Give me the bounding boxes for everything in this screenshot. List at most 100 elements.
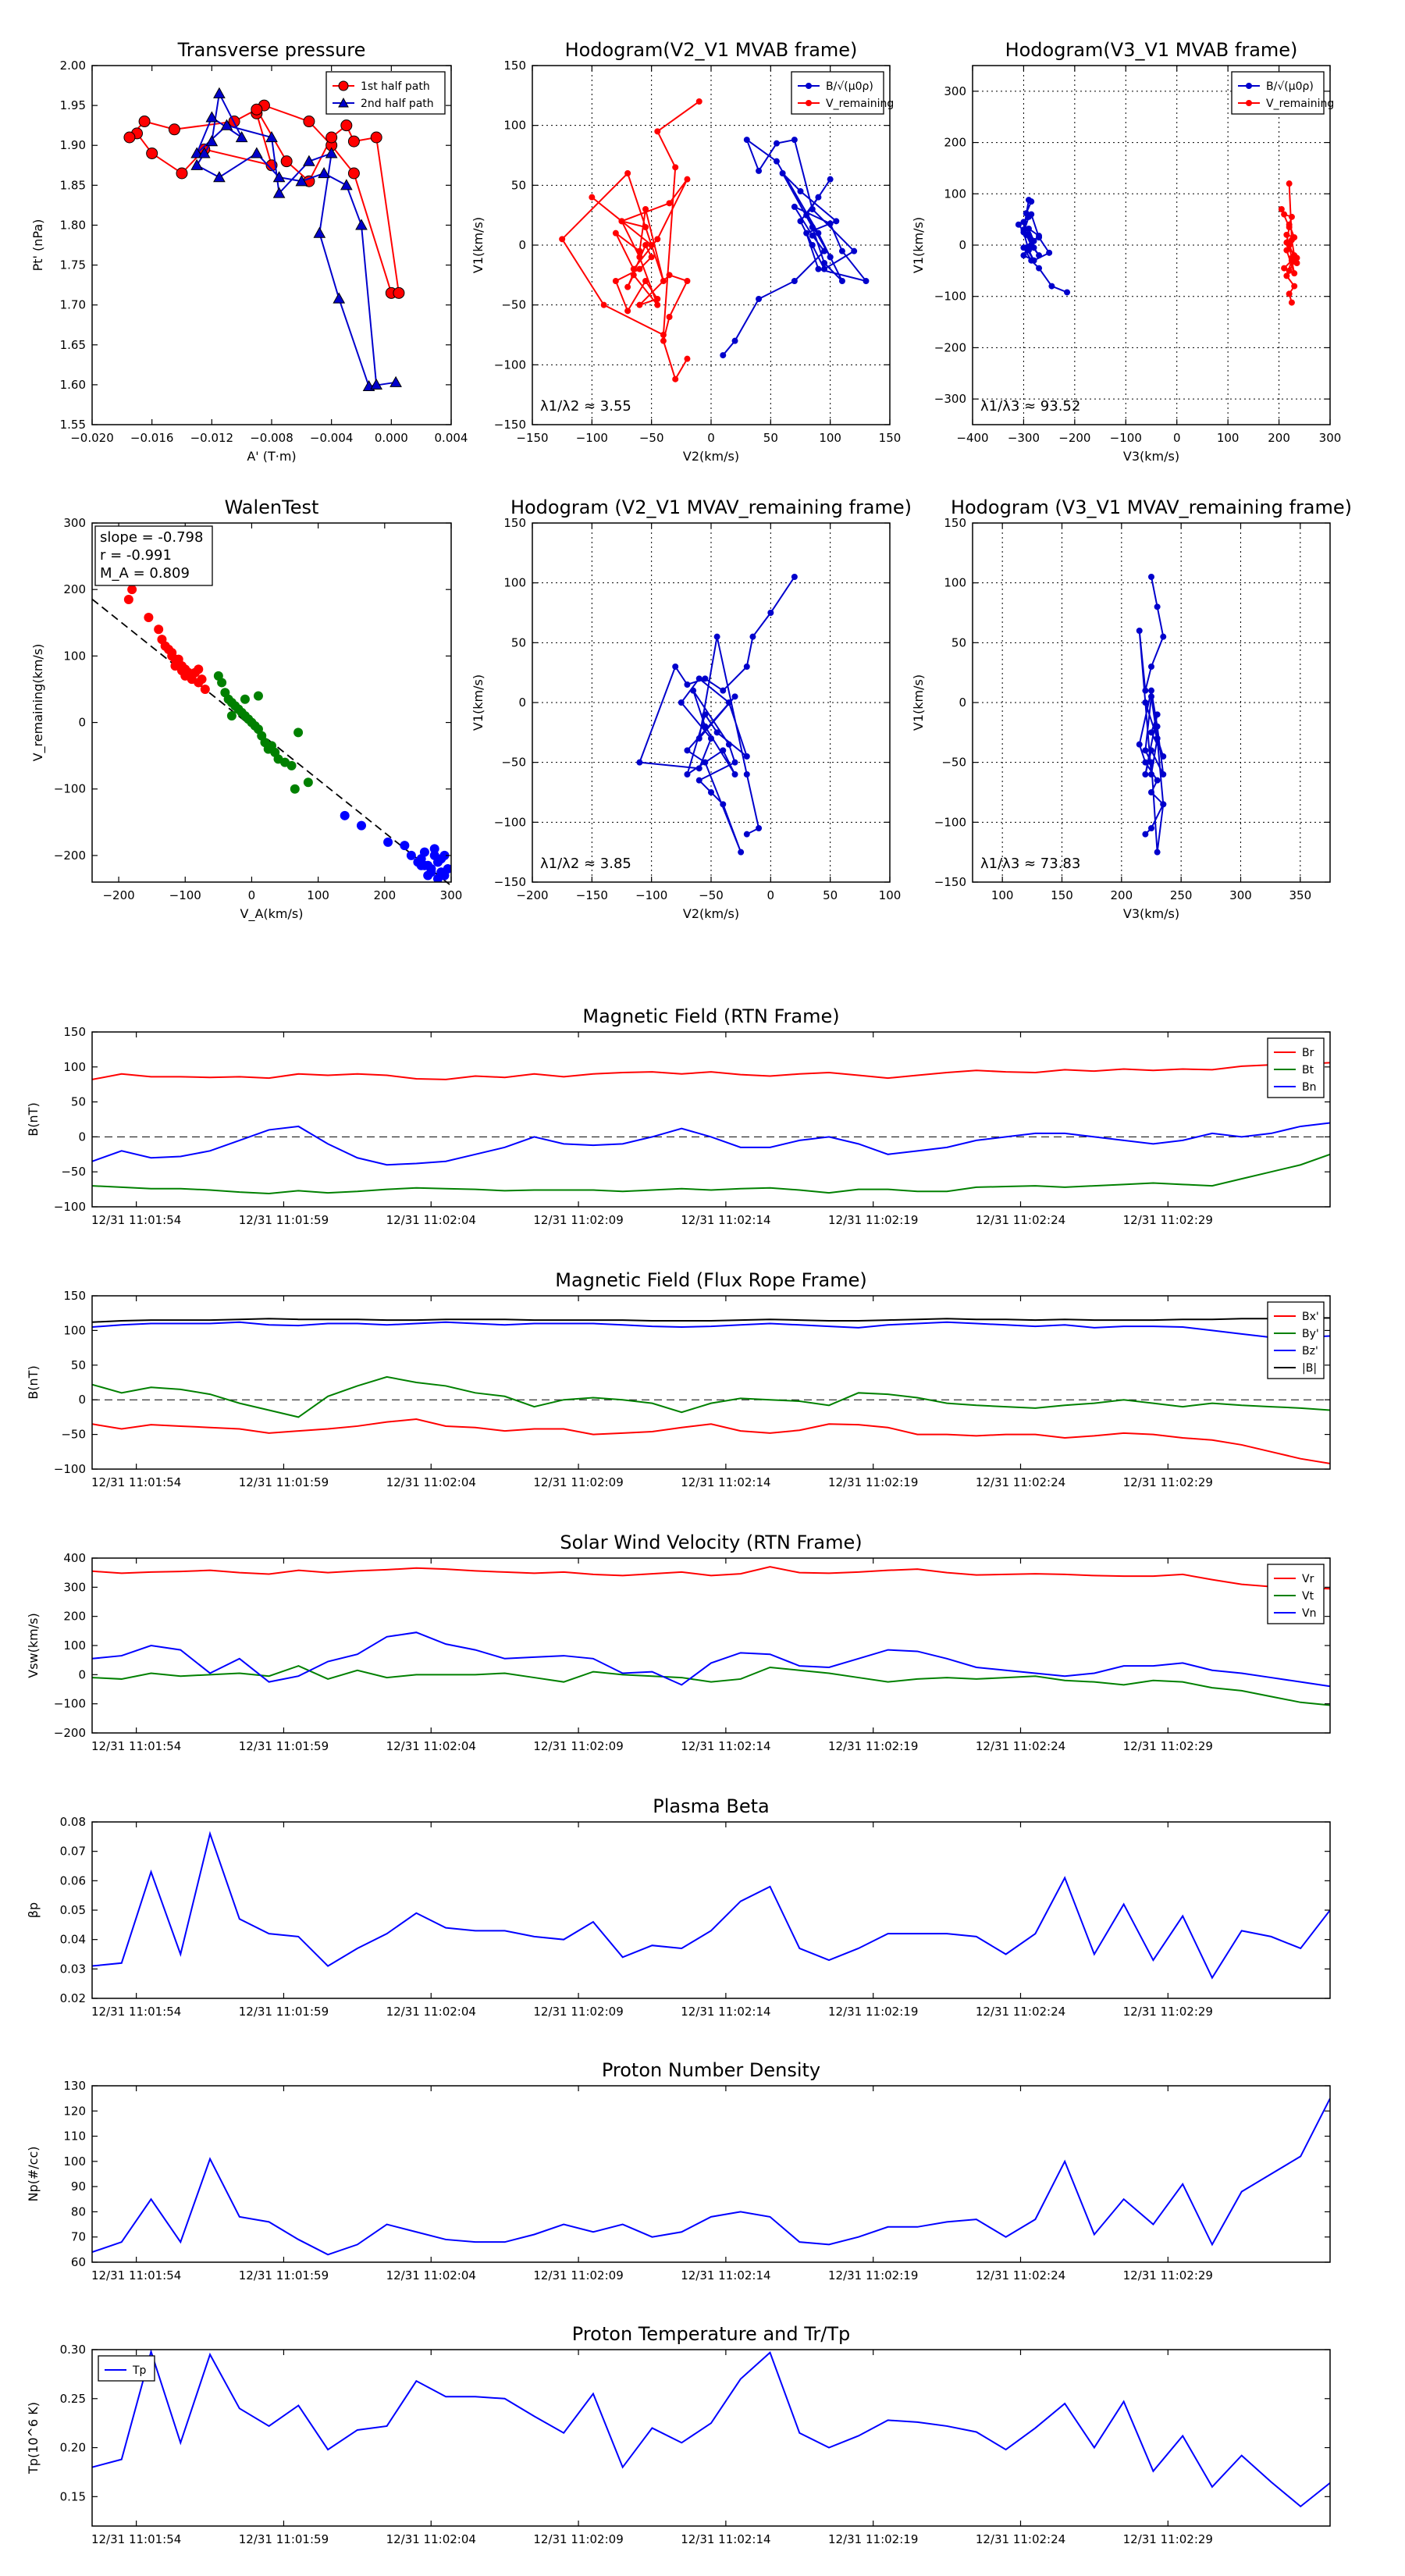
y-tick-label: 200: [63, 582, 86, 596]
series-last-point: [432, 873, 443, 882]
chart-title: Hodogram (V2_V1 MVAV_remaining frame): [510, 496, 912, 518]
plot-frame: [91, 1557, 1331, 1734]
x-tick-label: 12/31 11:02:04: [386, 1213, 476, 1227]
y-tick-label: 300: [63, 1580, 86, 1594]
x-tick-label: 12/31 11:02:19: [828, 2005, 918, 2019]
x-tick-label: 300: [1319, 431, 1342, 445]
series-last-point: [357, 820, 366, 831]
y-tick-label: 300: [944, 84, 966, 98]
chart-h1: Hodogram(V2_V1 MVAB frame) −150 −100 −50 0 50…: [471, 39, 901, 464]
series-v-remaining-point: [1160, 633, 1167, 640]
x-tick-label: −400: [956, 431, 988, 445]
series-1st-half-path-point: [340, 119, 353, 132]
series-2nd-half-path-point: [265, 130, 278, 143]
series-v-remaining-point: [666, 200, 673, 207]
legend-marker: [806, 100, 812, 106]
series-1st-half-path-point: [325, 131, 338, 144]
x-tick-label: −100: [1110, 431, 1142, 445]
y-tick-label: 0.07: [60, 1845, 86, 1859]
series-v-remaining-point: [1154, 849, 1161, 856]
x-tick-label: 12/31 11:01:54: [91, 2005, 181, 2019]
plot-frame: [91, 2349, 1331, 2527]
series-last-point: [340, 810, 350, 820]
y-tick-label: 150: [944, 516, 966, 530]
x-tick-label: 12/31 11:02:19: [828, 1213, 918, 1227]
x-tick-label: 12/31 11:02:14: [681, 2532, 770, 2546]
series-v-remaining-point: [672, 375, 679, 382]
series-v-remaining-point: [1142, 759, 1149, 766]
series-v-remaining-point: [1278, 206, 1285, 212]
series-v-remaining-point: [1154, 711, 1161, 718]
y-axis-label: V1(km/s): [471, 217, 486, 273]
series-2nd-half-path-point: [355, 219, 368, 230]
series-b-sqrt-mu0-rho--point: [1036, 234, 1043, 241]
series-b-sqrt-mu0-rho--point: [1020, 226, 1027, 233]
chart-walen: WalenTest −200 −100 0 100 200 300 −200 −100 0 100 2…: [30, 496, 462, 922]
series-v-remaining-point: [695, 777, 702, 784]
x-axis-label: A' (T·m): [247, 449, 296, 464]
chart-tp: Transverse pressure −0.020 −0.016 −0.012 −0.…: [30, 39, 468, 464]
series-b-sqrt-mu0-rho--point: [1030, 257, 1037, 264]
series-b-sqrt-mu0-rho--point: [1028, 198, 1035, 205]
legend: Bx' By' Bz' |B|: [1267, 1301, 1325, 1379]
chart-title: Solar Wind Velocity (RTN Frame): [560, 1532, 862, 1553]
y-tick-label: 100: [63, 649, 86, 663]
series-v-remaining-point: [725, 741, 732, 748]
series-middle-point: [286, 760, 297, 770]
series-1st-half-path-point: [146, 147, 158, 159]
legend-label: Br: [1302, 1047, 1314, 1059]
plot-area: [92, 1831, 1330, 1980]
series-b-sqrt-mu0-rho--point: [1028, 237, 1035, 244]
series-middle-point: [217, 678, 227, 688]
y-tick-label: −150: [494, 418, 526, 432]
x-axis-label: V2(km/s): [683, 449, 739, 464]
series-2nd-half-path-point: [313, 226, 326, 238]
series-v-remaining-point: [630, 272, 637, 279]
series-v-remaining-point: [791, 574, 798, 580]
series-b-sqrt-mu0-rho--point: [779, 170, 786, 176]
x-tick-label: 300: [1229, 888, 1252, 902]
series-middle-point: [303, 777, 313, 788]
x-tick-label: 12/31 11:02:09: [533, 1213, 623, 1227]
series-first-point: [160, 641, 170, 651]
plot-area: [92, 2097, 1330, 2256]
x-axis-label: V3(km/s): [1123, 449, 1179, 464]
series-1st-half-path-point: [251, 103, 263, 116]
legend-box: [1267, 1037, 1325, 1098]
series-last-point: [406, 850, 416, 860]
legend-label: V_remaining: [826, 98, 894, 110]
y-tick-label: 100: [63, 1638, 86, 1653]
x-tick-label: 50: [763, 431, 778, 445]
x-tick-label: 12/31 11:01:59: [239, 2532, 329, 2546]
series-middle-point: [233, 704, 244, 714]
series-v-remaining-point: [624, 283, 631, 290]
x-tick-label: −100: [169, 888, 201, 902]
series-2nd-half-path-point: [205, 111, 219, 123]
y-axis-label: Tp(10^6 K): [26, 2402, 41, 2475]
legend-label: Bt: [1302, 1064, 1314, 1076]
x-tick-label: 12/31 11:02:24: [976, 1213, 1065, 1227]
series-v-remaining-point: [660, 278, 667, 284]
series-last-point: [426, 867, 436, 877]
series-v-remaining-point: [720, 687, 727, 694]
y-axis-label: V1(km/s): [471, 674, 486, 731]
x-tick-label: 12/31 11:02:09: [533, 1739, 623, 1753]
series-v-remaining-point: [1154, 735, 1161, 742]
x-tick-label: 12/31 11:01:59: [239, 2268, 329, 2282]
series-v-remaining-point: [1288, 299, 1295, 306]
series-b-sqrt-mu0-rho--point: [797, 218, 804, 225]
x-tick-label: 0: [767, 888, 775, 902]
legend-box: [1267, 1564, 1325, 1624]
series-b-sqrt-mu0-rho--point: [1036, 252, 1043, 259]
series-v-remaining-point: [731, 759, 738, 766]
legend-label: Tp: [132, 2364, 147, 2377]
ratio-annotation: λ1/λ3 ≈ 93.52: [980, 398, 1080, 415]
y-tick-label: 0.30: [60, 2343, 86, 2357]
y-tick-label: 0: [78, 1667, 86, 1681]
x-tick-label: −300: [1008, 431, 1040, 445]
series-b-sqrt-mu0-rho--point: [1048, 283, 1055, 290]
chart-title: WalenTest: [225, 496, 319, 518]
series-b-sqrt-mu0-rho--point: [1064, 289, 1071, 296]
y-tick-label: −150: [934, 875, 966, 889]
y-tick-label: −50: [941, 756, 966, 770]
